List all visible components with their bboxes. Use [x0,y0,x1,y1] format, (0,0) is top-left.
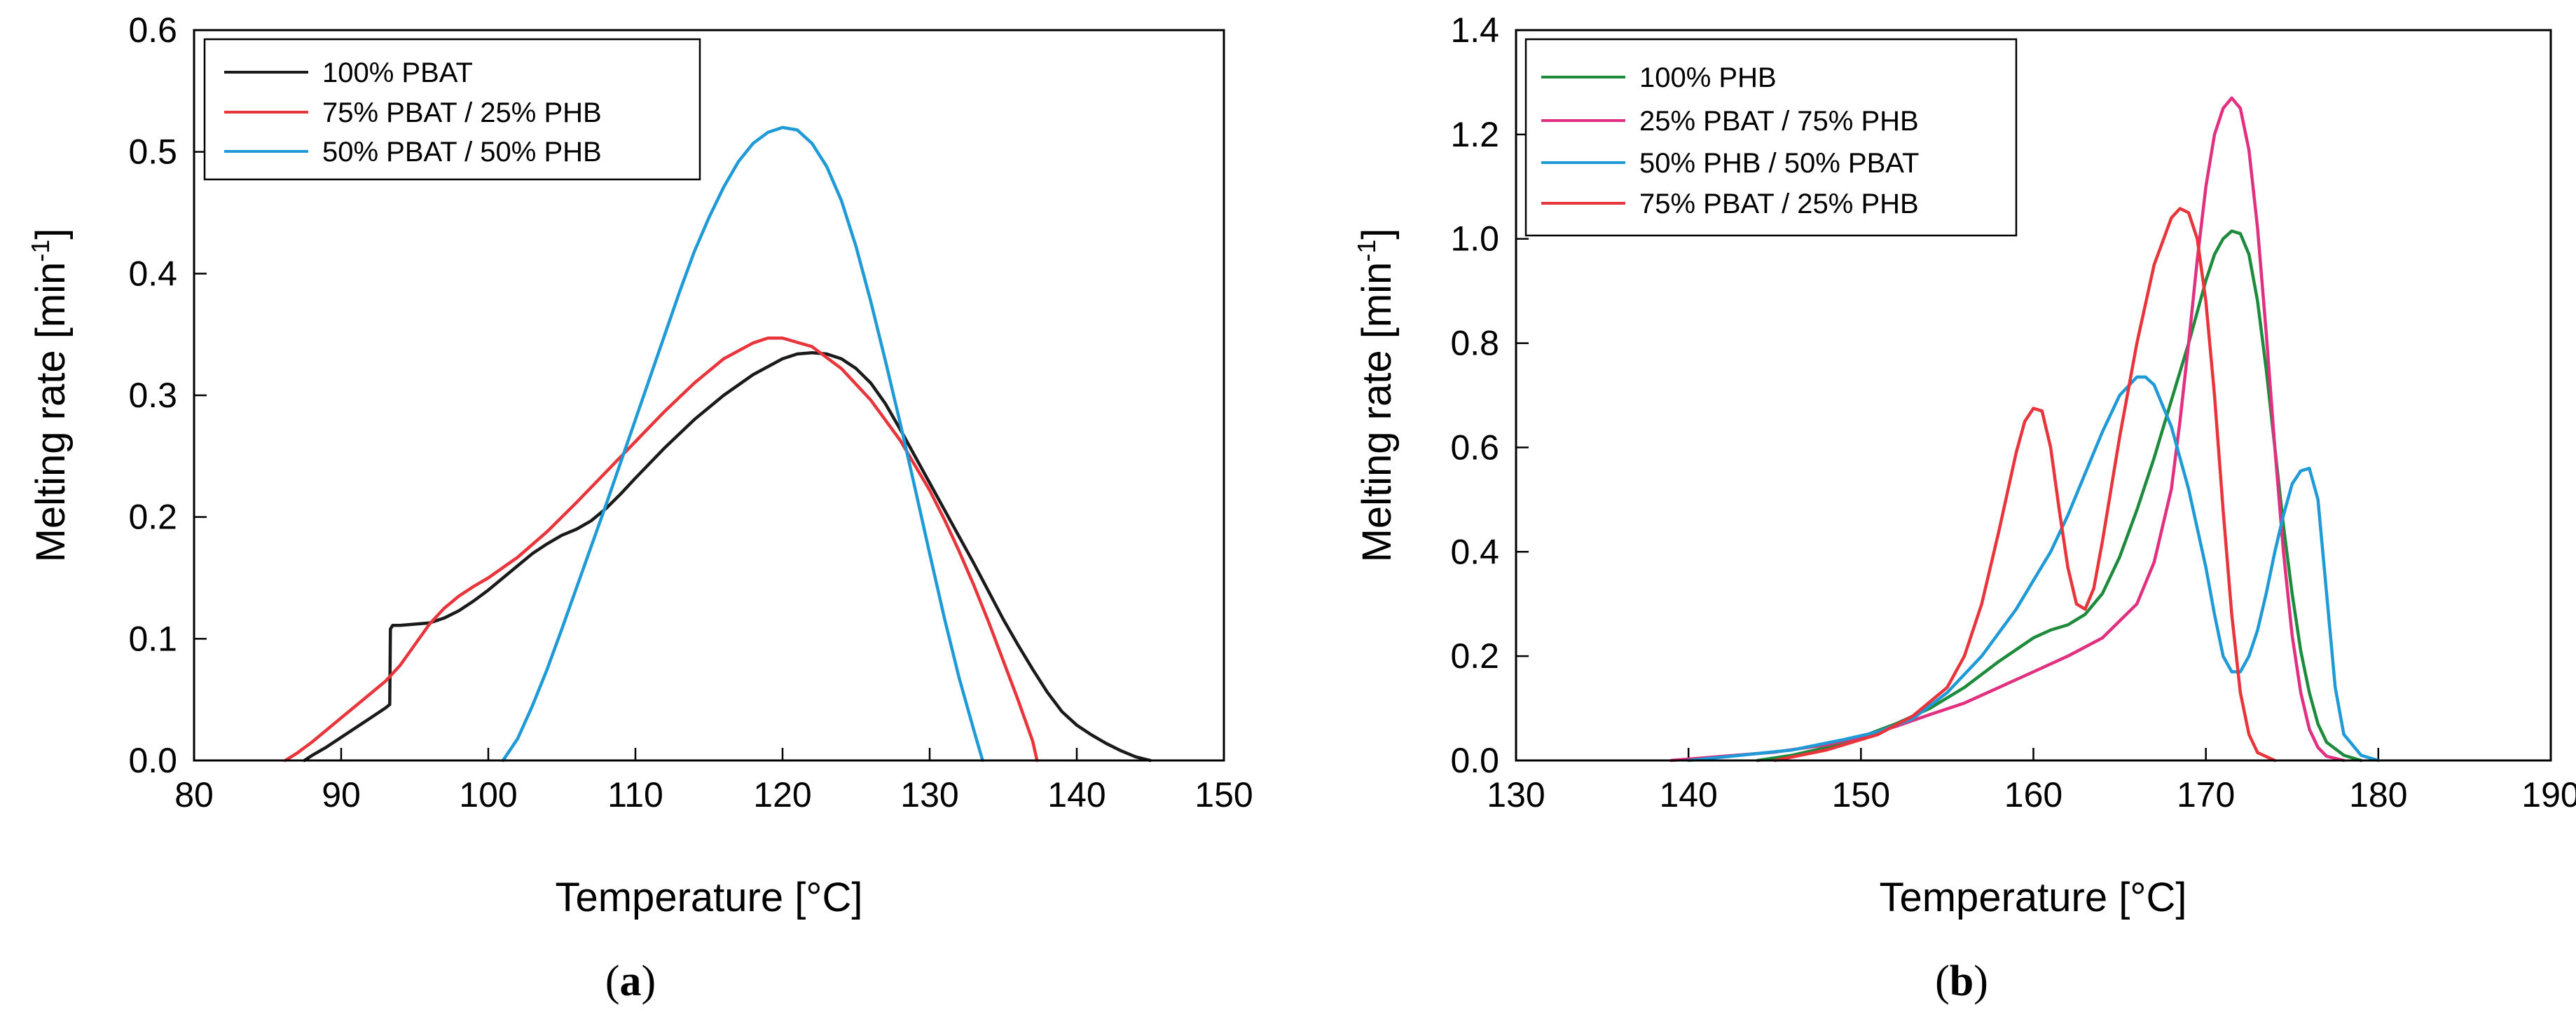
panel-a-caption-open: ( [605,957,620,1005]
legend-label-25pbat-75phb: 25% PBAT / 75% PHB [1639,106,1919,137]
legend-label-100pct-pbat: 100% PBAT [322,57,473,88]
panel-b-y-axis-title-close: ] [1354,228,1400,240]
panel-b-caption-letter: b [1950,957,1974,1005]
panel-a-plot-frame [193,29,1225,762]
panel-a-x-tick-label: 140 [1047,775,1106,814]
panel-a-y-tick-label: 0.1 [128,619,177,658]
panel-a-series-lines [283,125,1152,763]
panel-b-y-tick-label: 0.8 [1450,324,1499,363]
panel-b-y-axis-title: Melting rate [min-1] [1352,228,1400,563]
panel-b-x-tick-label: 150 [1832,775,1890,814]
panel-b-series-line-50pct-phb-50pct-pbat [1686,375,2381,763]
panel-a-x-tick-label: 100 [459,775,517,814]
panel-b-grid-ticks: 130 140 150 160 170 180 190 0.0 0.2 0.4 0.6 0.8 1.0 1… [1450,11,2576,814]
chart-panel-a: 80 90 100 110 120 130 140 150 0.0 0.1 0.2 0.3 0.4 0.5… [26,11,1253,1005]
panel-b-x-axis-title: Temperature [°C] [1879,875,2186,920]
panel-b-caption-close: ) [1974,957,1988,1005]
legend-label-75pbat-25phb: 75% PBAT / 25% PHB [322,97,602,128]
panel-b-x-tick-label: 180 [2349,775,2407,814]
panel-b-series-line-25pct-pbat-75pct-phb [1669,96,2346,763]
panel-a-x-tick-label: 120 [753,775,811,814]
panel-b-x-tick-label: 140 [1659,775,1717,814]
panel-a-y-axis-title-exponent: -1 [26,240,55,262]
panel-a-x-tick-label: 130 [900,775,958,814]
panel-b-caption-open: ( [1935,957,1950,1005]
panel-b-legend: 100% PHB 25% PBAT / 75% PHB 50% PHB / 50… [1524,38,2018,237]
panel-b-y-tick-label: 0.2 [1450,636,1499,676]
panel-b-y-tick-label: 1.0 [1450,219,1499,259]
panel-a-y-tick-label: 0.2 [128,498,177,537]
panel-b-y-tick-label: 1.4 [1450,11,1499,50]
panel-b-x-tick-label: 190 [2521,775,2576,814]
panel-b-y-tick-label: 0.6 [1450,428,1499,467]
panel-b-plot-frame [1515,29,2552,762]
panel-a-series-line-100pct-pbat [303,350,1152,763]
panel-a-x-tick-label: 90 [322,775,361,814]
panel-a-x-tick-label: 150 [1194,775,1253,814]
panel-a-caption-close: ) [642,957,656,1005]
panel-a-legend-box [203,38,701,181]
panel-a-y-axis-title-close: ] [28,228,74,240]
panel-a-caption: (a) [605,957,656,1005]
panel-a-x-tick-label: 80 [174,775,214,814]
panel-a-x-axis-title: Temperature [°C] [555,875,862,920]
panel-a-caption-letter: a [620,957,642,1005]
panel-a-series-line-75pct-pbat-25pct-phb [283,336,1039,763]
panel-a-y-tick-label: 0.0 [128,741,177,780]
panel-a-x-tick-label: 110 [607,775,663,814]
panel-a-y-tick-label: 0.5 [128,132,177,172]
panel-a-y-tick-label: 0.4 [128,254,177,293]
panel-a-legend: 100% PBAT 75% PBAT / 25% PHB 50% PBAT / … [203,38,701,181]
panel-b-y-tick-label: 1.2 [1450,115,1499,154]
panel-a-y-tick-label: 0.3 [128,376,177,415]
panel-b-y-tick-label: 0.4 [1450,532,1499,571]
chart-panel-b: 130 140 150 160 170 180 190 0.0 0.2 0.4 0.6 0.8 1.0 1… [1352,11,2576,1005]
panel-b-x-tick-label: 160 [2004,775,2062,814]
panel-b-x-tick-label: 130 [1487,775,1545,814]
panel-b-caption: (b) [1935,957,1988,1005]
panel-b-y-axis-title-main: Melting rate [min [1354,262,1400,563]
panel-b-y-tick-label: 0.0 [1450,741,1499,780]
panel-a-y-axis-title-main: Melting rate [min [28,262,74,563]
panel-b-y-axis-title-exponent: -1 [1352,240,1381,262]
panel-b-x-tick-label: 170 [2177,775,2235,814]
legend-label-75pbat-25phb-b: 75% PBAT / 25% PHB [1639,189,1919,219]
panel-a-series-line-50pct-pbat-50pct-phb [501,125,984,763]
legend-label-50phb-50pbat: 50% PHB / 50% PBAT [1639,148,1919,179]
panel-a-y-axis-title: Melting rate [min-1] [26,228,74,563]
legend-label-50pbat-50phb: 50% PBAT / 50% PHB [322,137,602,168]
panel-a-y-tick-label: 0.6 [128,11,177,50]
legend-label-100pct-phb: 100% PHB [1639,62,1777,93]
panel-b-series-line-75pct-pbat-25pct-phb [1773,207,2277,763]
panel-a-grid-ticks: 80 90 100 110 120 130 140 150 0.0 0.1 0.2 0.3 0.4 0.5… [128,11,1253,814]
panel-b-series-lines [1669,96,2381,763]
